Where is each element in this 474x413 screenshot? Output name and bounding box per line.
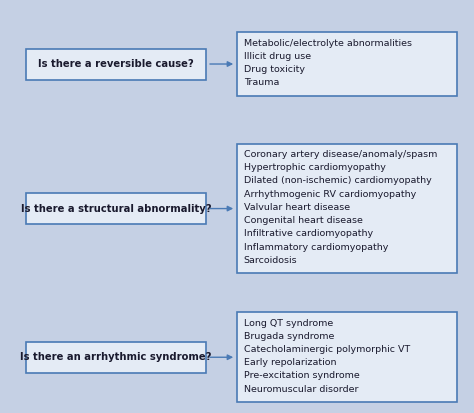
Text: Catecholaminergic polymorphic VT: Catecholaminergic polymorphic VT	[244, 345, 410, 354]
Text: Metabolic/electrolyte abnormalities: Metabolic/electrolyte abnormalities	[244, 38, 411, 47]
Text: Arrhythmogenic RV cardiomyopathy: Arrhythmogenic RV cardiomyopathy	[244, 190, 416, 199]
Bar	[237, 144, 457, 273]
Text: Valvular heart disease: Valvular heart disease	[244, 203, 350, 212]
Text: Inflammatory cardiomyopathy: Inflammatory cardiomyopathy	[244, 242, 388, 252]
Text: Is there a reversible cause?: Is there a reversible cause?	[38, 59, 194, 69]
Bar	[237, 312, 457, 402]
Bar	[237, 32, 457, 96]
Text: Long QT syndrome: Long QT syndrome	[244, 318, 333, 328]
Text: Illicit drug use: Illicit drug use	[244, 52, 311, 61]
Text: Dilated (non-ischemic) cardiomyopathy: Dilated (non-ischemic) cardiomyopathy	[244, 176, 431, 185]
Text: Coronary artery disease/anomaly/spasm: Coronary artery disease/anomaly/spasm	[244, 150, 437, 159]
Text: Neuromuscular disorder: Neuromuscular disorder	[244, 385, 358, 394]
Text: Brugada syndrome: Brugada syndrome	[244, 332, 334, 341]
Text: Drug toxicity: Drug toxicity	[244, 65, 305, 74]
Bar	[26, 193, 206, 224]
Text: Trauma: Trauma	[244, 78, 279, 87]
Bar	[26, 342, 206, 373]
Text: Infiltrative cardiomyopathy: Infiltrative cardiomyopathy	[244, 229, 373, 238]
Text: Pre-excitation syndrome: Pre-excitation syndrome	[244, 371, 359, 380]
Text: Congenital heart disease: Congenital heart disease	[244, 216, 363, 225]
Text: Early repolarization: Early repolarization	[244, 358, 336, 367]
Bar	[26, 49, 206, 79]
Text: Is there a structural abnormality?: Is there a structural abnormality?	[21, 204, 211, 214]
Text: Hypertrophic cardiomyopathy: Hypertrophic cardiomyopathy	[244, 163, 385, 172]
Text: Is there an arrhythmic syndrome?: Is there an arrhythmic syndrome?	[20, 352, 212, 362]
Text: Sarcoidosis: Sarcoidosis	[244, 256, 297, 265]
